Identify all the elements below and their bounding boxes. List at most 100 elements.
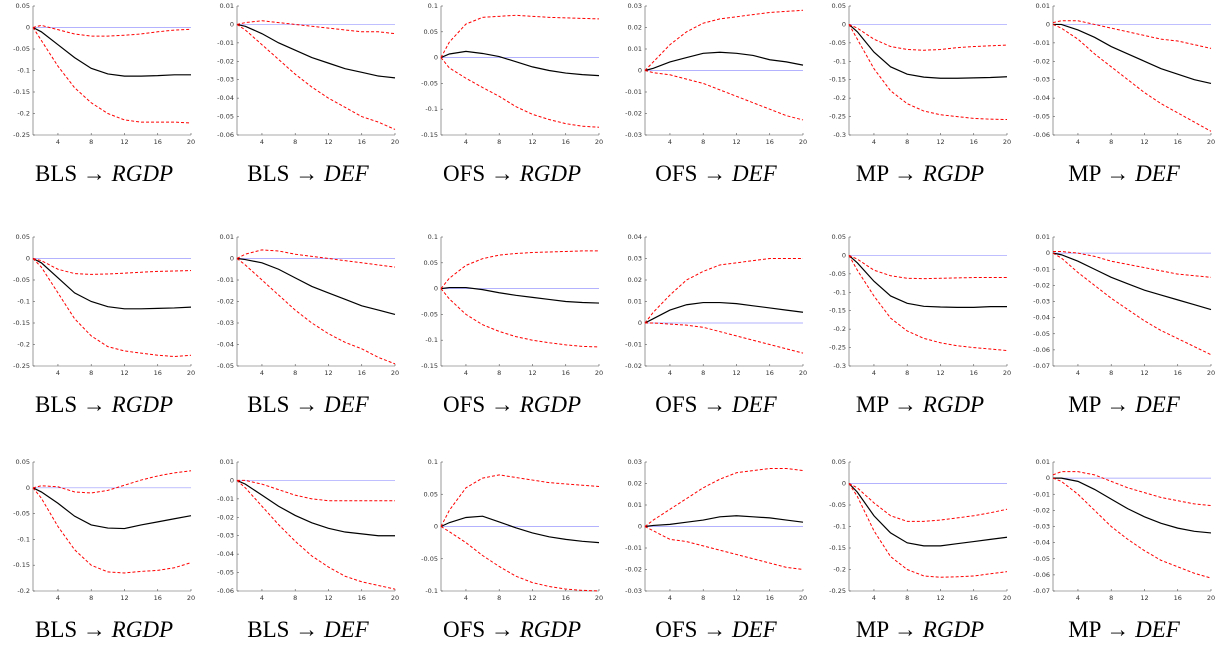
x-tick-label: 20 <box>187 594 195 602</box>
y-tick-label: -0.03 <box>1033 523 1050 531</box>
panel-title: OFS → DEF <box>655 161 777 186</box>
panel: -0.25 -0.2 -0.15 -0.1 -0.05 0 0.05 4 8 12 16 20 BLS … <box>13 233 195 417</box>
y-tick-label: -0.01 <box>1033 265 1050 273</box>
title-shock: MP → <box>856 161 917 186</box>
y-tick-label: 0.1 <box>428 458 438 466</box>
irf-line <box>32 257 192 310</box>
panel-title: OFS → RGDP <box>443 161 581 186</box>
y-tick-label: -0.15 <box>421 131 438 139</box>
irf-line <box>1052 23 1212 132</box>
y-tick-label: -0.03 <box>217 76 234 84</box>
y-tick-label: -0.01 <box>217 495 234 503</box>
y-tick-label: -0.1 <box>833 288 846 296</box>
x-tick-label: 12 <box>936 594 944 602</box>
y-tick-label: -0.04 <box>217 550 234 558</box>
title-response: DEF <box>323 392 370 417</box>
irf-line <box>32 487 192 530</box>
irf-line <box>236 258 396 365</box>
x-tick-label: 20 <box>799 138 807 146</box>
y-tick-label: 0.05 <box>16 233 30 241</box>
x-tick-label: 20 <box>595 369 603 377</box>
title-shock: OFS → <box>655 392 726 417</box>
y-tick-label: 0.01 <box>1036 2 1050 10</box>
y-tick-label: -0.03 <box>217 319 234 327</box>
y-tick-label: 0.05 <box>424 490 438 498</box>
y-tick-label: 0.01 <box>628 298 642 306</box>
y-tick-label: 0 <box>26 24 30 32</box>
irf-line <box>236 20 396 35</box>
x-tick-label: 16 <box>562 594 570 602</box>
irf-line <box>848 255 1008 352</box>
irf-line <box>440 515 600 544</box>
x-tick-label: 20 <box>391 594 399 602</box>
y-tick-label: -0.2 <box>17 110 30 118</box>
panel: -0.07 -0.06 -0.05 -0.04 -0.03 -0.02 -0.01 0 0.01… <box>1033 458 1215 642</box>
title-shock: BLS → <box>247 392 318 417</box>
y-tick-label: -0.05 <box>13 276 30 284</box>
y-tick-label: -0.01 <box>217 39 234 47</box>
x-tick-label: 16 <box>970 369 978 377</box>
x-tick-label: 8 <box>497 594 501 602</box>
x-tick-label: 4 <box>1076 369 1080 377</box>
irf-line <box>237 479 395 502</box>
irf-line <box>1052 252 1212 356</box>
x-tick-label: 8 <box>701 369 705 377</box>
title-shock: OFS → <box>443 617 514 642</box>
irf-line <box>1052 471 1212 507</box>
panel: -0.02 -0.01 0 0.01 0.02 0.03 0.04 4 8 12 16 20 OFS →… <box>625 233 807 417</box>
y-tick-label: 0.02 <box>628 276 642 284</box>
x-tick-label: 12 <box>732 369 740 377</box>
y-tick-label: -0.02 <box>625 566 642 574</box>
y-tick-label: -0.05 <box>13 510 30 518</box>
x-tick-label: 16 <box>154 138 162 146</box>
title-response: RGDP <box>111 392 173 417</box>
y-tick-label: -0.05 <box>1033 330 1050 338</box>
y-tick-label: -0.05 <box>421 79 438 87</box>
y-tick-label: -0.02 <box>1033 281 1050 289</box>
y-tick-label: -0.02 <box>1033 506 1050 514</box>
irf-line <box>848 483 1008 578</box>
x-tick-label: 8 <box>293 594 297 602</box>
y-tick-label: 0.02 <box>628 480 642 488</box>
irf-line <box>644 526 804 570</box>
plot-area <box>33 237 191 366</box>
x-tick-label: 12 <box>732 138 740 146</box>
title-shock: BLS → <box>35 161 106 186</box>
y-tick-label: 0.01 <box>1036 458 1050 466</box>
y-tick-label: 0.05 <box>424 28 438 36</box>
irf-line <box>848 254 1007 308</box>
y-tick-label: 0.05 <box>832 2 846 10</box>
x-tick-label: 16 <box>766 369 774 377</box>
x-tick-label: 20 <box>1003 138 1011 146</box>
x-tick-label: 4 <box>260 594 264 602</box>
irf-line <box>644 258 803 324</box>
x-tick-label: 20 <box>1003 369 1011 377</box>
plot-area <box>33 6 191 135</box>
y-tick-label: 0 <box>1046 249 1050 257</box>
x-tick-label: 8 <box>905 594 909 602</box>
irf-line <box>848 483 1008 522</box>
plot-area <box>849 462 1007 591</box>
x-tick-label: 4 <box>464 369 468 377</box>
title-response: DEF <box>731 392 778 417</box>
irf-line <box>644 467 804 527</box>
panel-title: OFS → DEF <box>655 617 777 642</box>
y-tick-label: 0.01 <box>628 501 642 509</box>
panel: -0.15 -0.1 -0.05 0 0.05 0.1 4 8 12 16 20 OFS → RGDP <box>421 2 603 186</box>
plot-area <box>849 6 1007 135</box>
y-tick-label: 0 <box>26 484 30 492</box>
x-tick-label: 16 <box>154 369 162 377</box>
y-tick-label: -0.06 <box>1033 131 1050 139</box>
panel-title: OFS → RGDP <box>443 392 581 417</box>
title-response: RGDP <box>519 617 581 642</box>
y-tick-label: 0.05 <box>424 259 438 267</box>
x-tick-label: 12 <box>936 138 944 146</box>
title-shock: MP → <box>1068 392 1129 417</box>
x-tick-label: 20 <box>595 138 603 146</box>
y-tick-label: 0 <box>638 523 642 531</box>
x-tick-label: 12 <box>120 594 128 602</box>
y-tick-label: -0.03 <box>625 587 642 595</box>
y-tick-label: -0.05 <box>1033 113 1050 121</box>
plot-area <box>849 237 1007 366</box>
